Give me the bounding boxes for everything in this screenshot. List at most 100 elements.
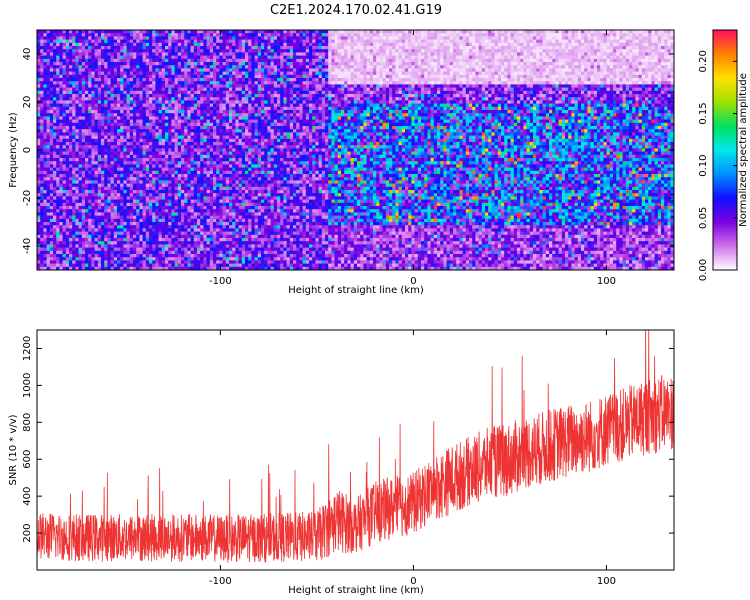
heatmap-cell — [149, 62, 153, 66]
heatmap-cell — [491, 78, 495, 82]
heatmap-cell — [107, 71, 111, 76]
heatmap-cell — [219, 103, 223, 108]
heatmap-cell — [245, 46, 249, 50]
heatmap-cell — [344, 100, 348, 104]
heatmap-cell — [443, 55, 447, 60]
heatmap-cell — [389, 97, 393, 101]
heatmap-cell — [494, 106, 499, 111]
heatmap-cell — [53, 106, 57, 111]
heatmap-cell — [616, 36, 620, 40]
heatmap-cell — [88, 39, 92, 44]
heatmap-cell — [321, 58, 326, 63]
heatmap-cell — [430, 94, 435, 98]
heatmap-cell — [344, 58, 348, 63]
heatmap-cell — [229, 90, 233, 95]
heatmap-cell — [398, 68, 403, 72]
heatmap-cell — [494, 81, 499, 85]
heatmap-cell — [190, 100, 195, 104]
heatmap-cell — [661, 94, 665, 98]
heatmap-cell — [433, 46, 438, 50]
heatmap-cell — [520, 42, 524, 47]
heatmap-cell — [65, 46, 70, 50]
heatmap-cell — [331, 30, 335, 34]
heatmap-cell — [331, 90, 335, 95]
heatmap-cell — [62, 33, 67, 37]
heatmap-cell — [638, 97, 643, 101]
heatmap-cell — [462, 68, 467, 72]
heatmap-cell — [481, 84, 486, 88]
heatmap-cell — [251, 81, 255, 85]
heatmap-cell — [424, 52, 428, 56]
heatmap-cell — [257, 62, 262, 66]
heatmap-cell — [293, 46, 297, 50]
heatmap-cell — [446, 62, 451, 66]
heatmap-cell — [209, 55, 214, 60]
heatmap-cell — [408, 78, 412, 82]
heatmap-cell — [101, 62, 105, 66]
heatmap-cell — [501, 84, 505, 88]
heatmap-cell — [91, 49, 95, 53]
heatmap-cell — [331, 103, 335, 108]
heatmap-cell — [334, 90, 339, 95]
heatmap-cell — [85, 103, 89, 108]
heatmap-cell — [641, 103, 646, 108]
heatmap-cell — [539, 103, 543, 108]
heatmap-cell — [635, 74, 639, 79]
heatmap-cell — [561, 62, 566, 66]
heatmap-cell — [622, 49, 627, 53]
heatmap-cell — [597, 84, 601, 88]
heatmap-cell — [552, 84, 556, 88]
heatmap-cell — [565, 90, 569, 95]
heatmap-cell — [113, 33, 118, 37]
heatmap-cell — [661, 81, 665, 85]
heatmap-cell — [302, 78, 307, 82]
heatmap-cell — [248, 103, 252, 108]
heatmap-cell — [667, 78, 671, 82]
heatmap-cell — [155, 90, 159, 95]
heatmap-cell — [497, 94, 502, 98]
heatmap-cell — [465, 39, 470, 44]
heatmap-cell — [149, 87, 153, 92]
heatmap-cell — [129, 68, 134, 72]
heatmap-cell — [481, 62, 486, 66]
heatmap-cell — [168, 65, 172, 69]
heatmap-cell — [638, 42, 643, 47]
heatmap-cell — [65, 87, 70, 92]
heatmap-cell — [270, 90, 275, 95]
heatmap-cell — [113, 62, 118, 66]
heatmap-cell — [462, 65, 467, 69]
heatmap-cell — [497, 39, 502, 44]
heatmap-cell — [520, 52, 524, 56]
heatmap-cell — [264, 36, 268, 40]
heatmap-cell — [357, 65, 361, 69]
heatmap-cell — [510, 71, 515, 76]
heatmap-cell — [392, 94, 396, 98]
heatmap-cell — [200, 106, 204, 111]
heatmap-cell — [206, 36, 211, 40]
heatmap-cell — [209, 87, 214, 92]
heatmap-cell — [56, 74, 60, 79]
heatmap-cell — [638, 62, 643, 66]
heatmap-cell — [430, 97, 435, 101]
heatmap-cell — [606, 81, 611, 85]
heatmap-cell — [59, 90, 63, 95]
heatmap-cell — [46, 103, 51, 108]
heatmap-cell — [235, 58, 239, 63]
heatmap-cell — [40, 97, 44, 101]
heatmap-cell — [584, 68, 588, 72]
heatmap-cell — [37, 90, 41, 95]
heatmap-cell — [475, 87, 479, 92]
heatmap-cell — [577, 84, 582, 88]
heatmap-cell — [645, 103, 649, 108]
heatmap-cell — [353, 87, 358, 92]
heatmap-cell — [193, 97, 198, 101]
heatmap-cell — [549, 65, 553, 69]
heatmap-cell — [613, 103, 617, 108]
heatmap-cell — [120, 46, 124, 50]
heatmap-cell — [385, 106, 390, 111]
heatmap-cell — [305, 100, 310, 104]
heatmap-cell — [235, 42, 239, 47]
heatmap-cell — [75, 36, 79, 40]
heatmap-cell — [571, 49, 575, 53]
heatmap-cell — [78, 30, 83, 34]
